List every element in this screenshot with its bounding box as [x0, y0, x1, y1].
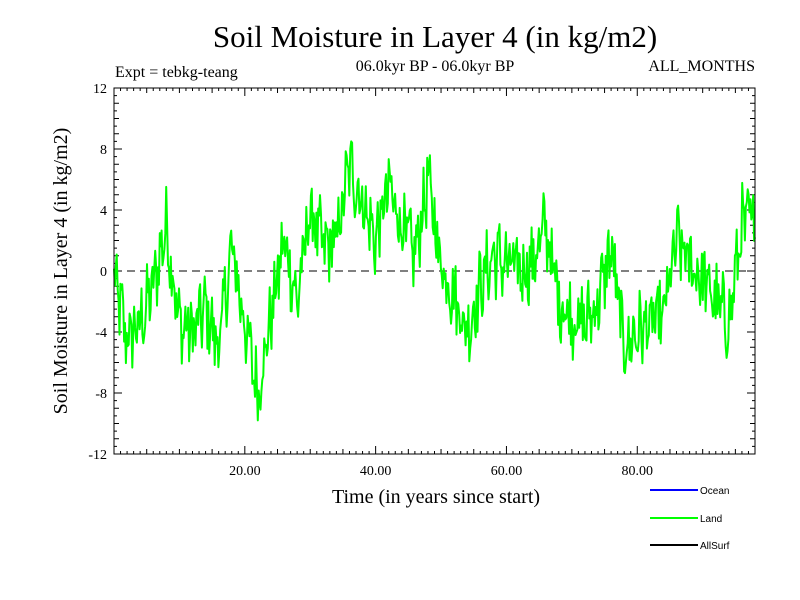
- x-axis-label: Time (in years since start): [332, 486, 540, 508]
- y-tick-label: -12: [88, 448, 107, 463]
- chart-title: Soil Moisture in Layer 4 (in kg/m2): [213, 19, 657, 54]
- x-tick-label: 80.00: [622, 464, 654, 479]
- y-tick-label: -8: [95, 387, 107, 402]
- y-tick-label: 0: [100, 265, 107, 280]
- y-tick-label: -4: [95, 326, 107, 341]
- y-tick-label: 12: [93, 82, 107, 97]
- plot-area-frame: [113, 87, 756, 455]
- y-axis-label: Soil Moisture in Layer 4 (in kg/m2): [50, 128, 72, 415]
- y-tick-label: 4: [100, 204, 107, 219]
- x-tick-label: 20.00: [229, 464, 261, 479]
- y-axis-ticks: -12 -8 -4 0 4 8 12: [88, 82, 755, 463]
- experiment-label: Expt = tebkg-teang: [115, 64, 238, 81]
- months-label: ALL_MONTHS: [648, 58, 755, 75]
- period-label: 06.0kyr BP - 06.0kyr BP: [356, 58, 515, 75]
- x-tick-label: 60.00: [491, 464, 523, 479]
- legend: Ocean Land AllSurf: [650, 486, 730, 552]
- legend-allsurf-label: AllSurf: [700, 541, 730, 552]
- legend-ocean-label: Ocean: [700, 486, 729, 497]
- legend-land-label: Land: [700, 514, 722, 525]
- land-series-line: [113, 140, 756, 422]
- x-tick-label: 40.00: [360, 464, 392, 479]
- y-tick-label: 8: [100, 143, 107, 158]
